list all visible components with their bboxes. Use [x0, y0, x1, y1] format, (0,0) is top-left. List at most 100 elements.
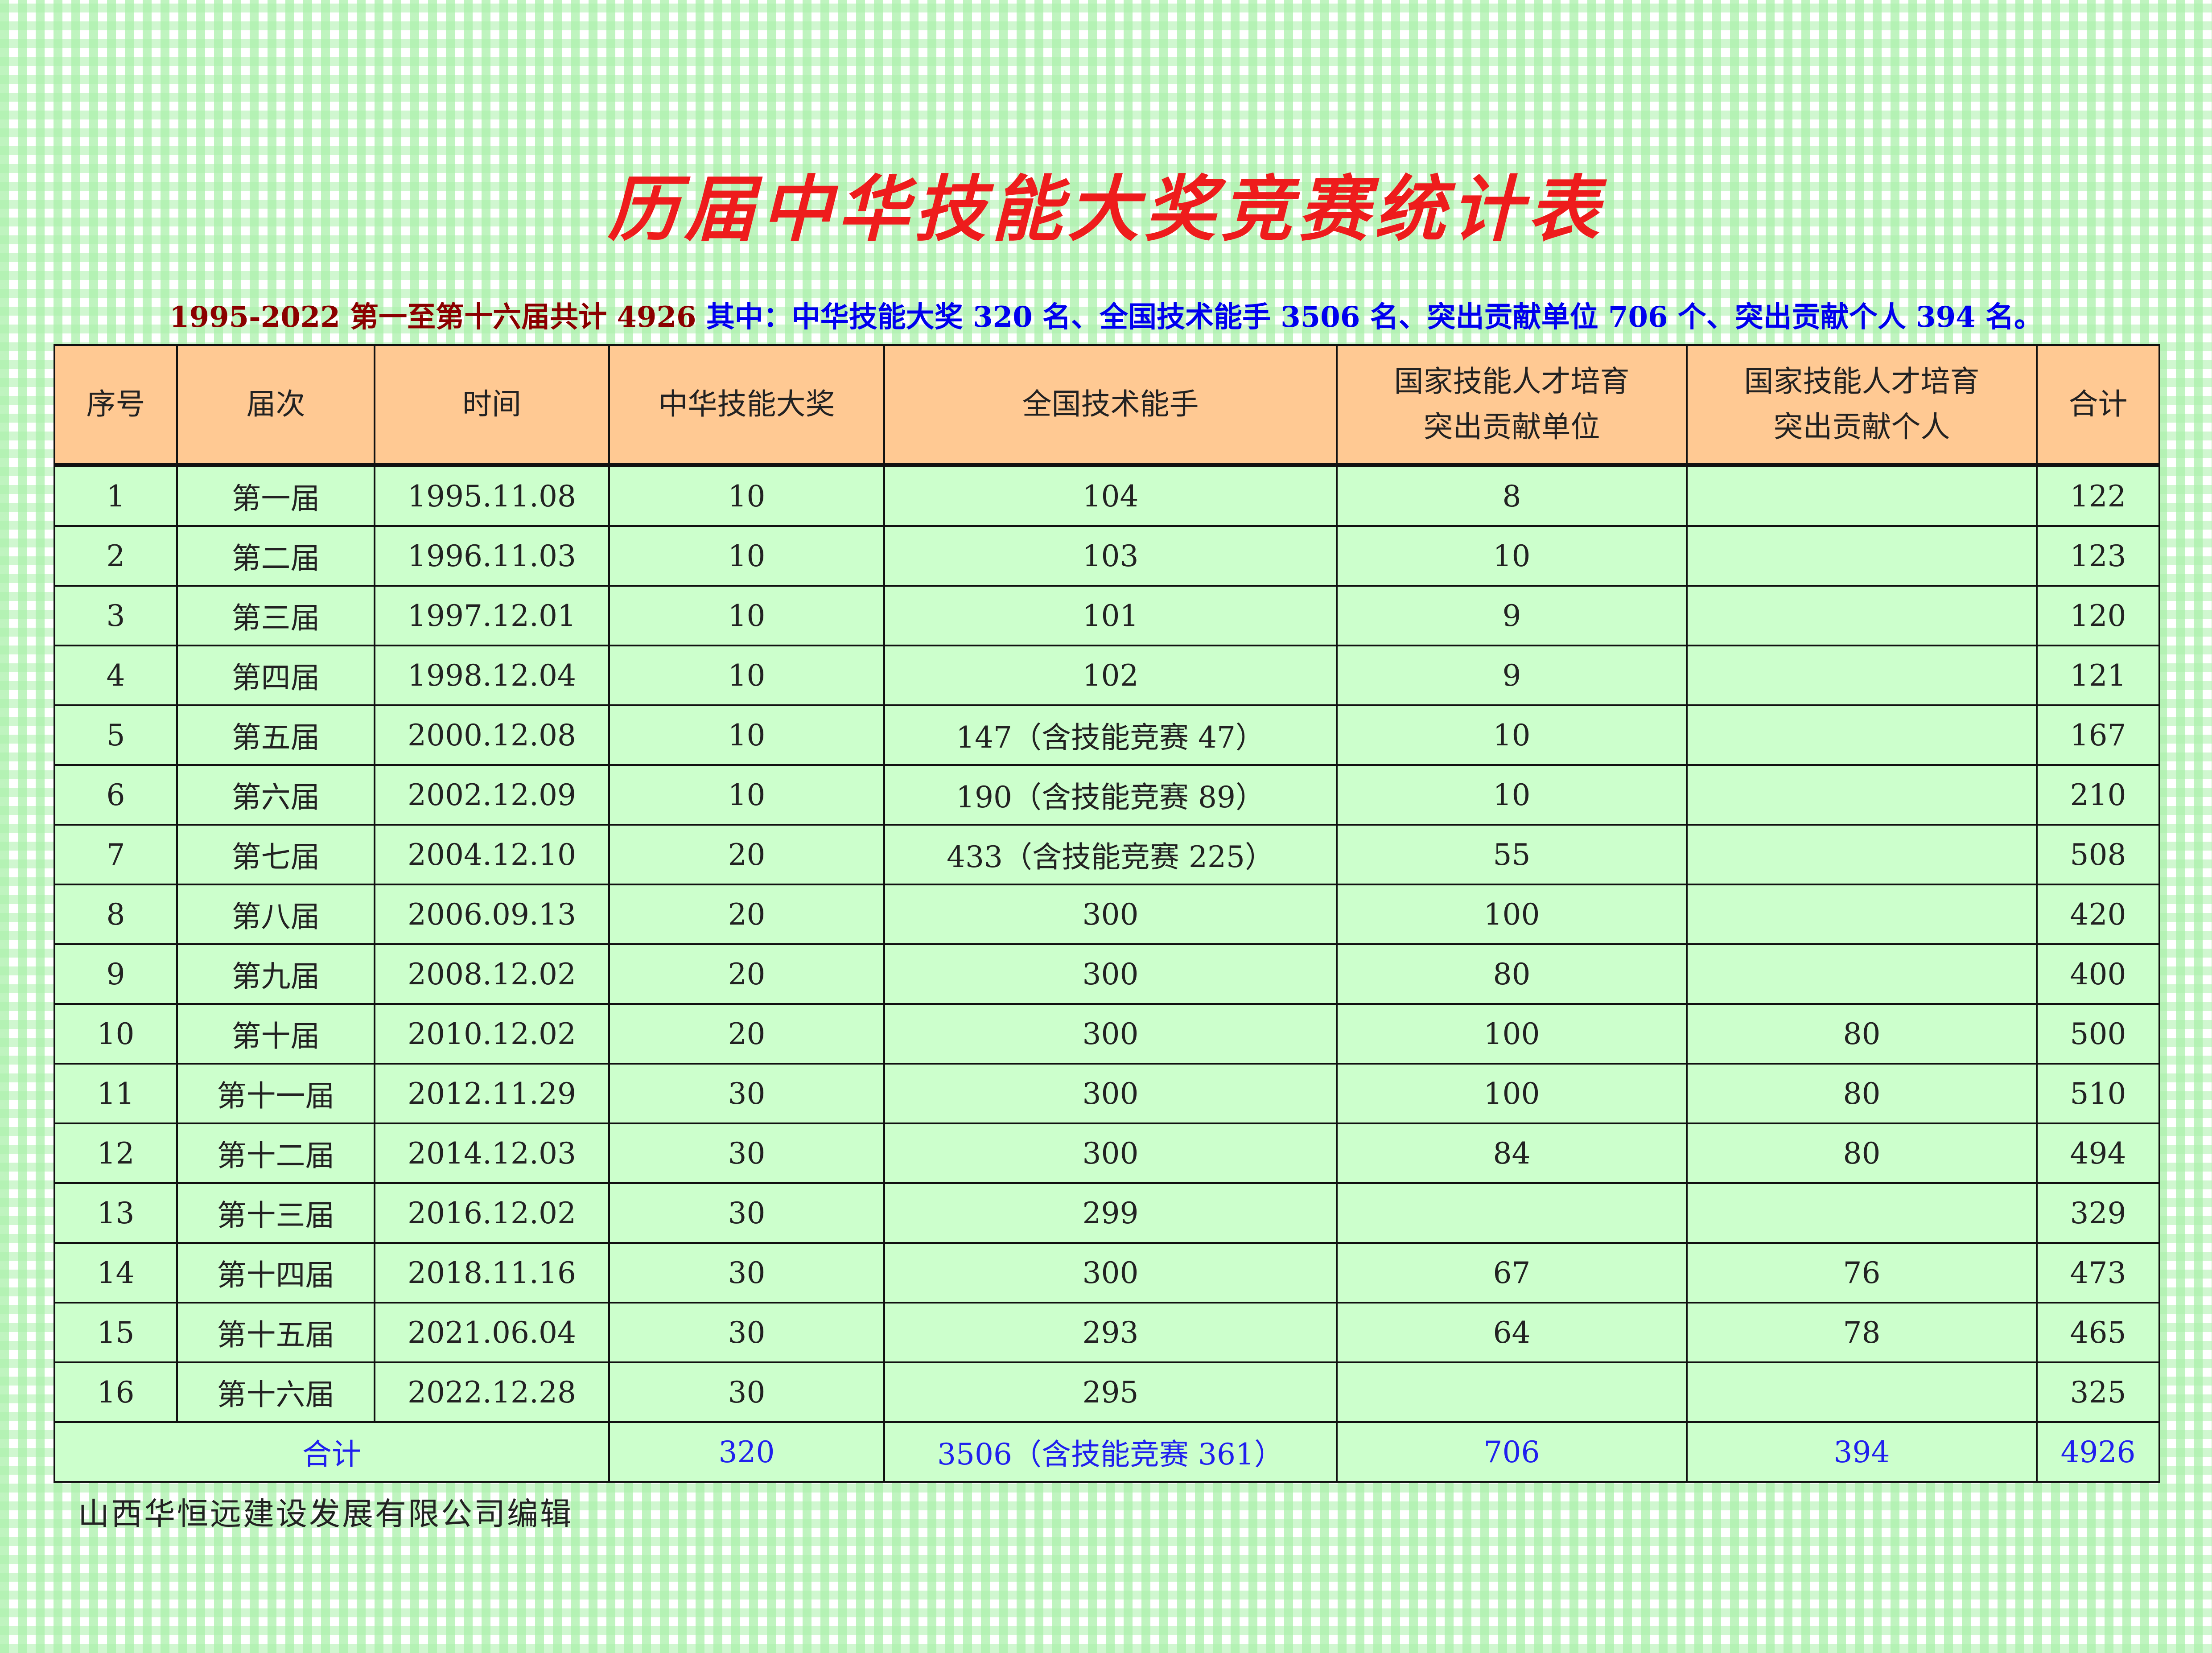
subtitle: 1995-2022 第一至第十六届共计 4926 其中：中华技能大奖 320 名… [0, 294, 2212, 335]
total-cell: 3506（含技能竞赛 361） [883, 1421, 1338, 1483]
table-cell: 433（含技能竞赛 225） [883, 824, 1338, 885]
table-cell: 300 [883, 1063, 1338, 1124]
table-cell: 147（含技能竞赛 47） [883, 704, 1338, 766]
total-cell: 706 [1336, 1421, 1688, 1483]
table-cell: 2004.12.10 [374, 824, 610, 885]
column-header: 全国技术能手 [883, 344, 1338, 466]
table-cell: 第十六届 [176, 1361, 375, 1423]
table-cell: 8 [1336, 464, 1688, 527]
table-cell: 465 [2036, 1302, 2160, 1363]
table-row: 11 第十一届 2012.11.29 30 300 100 80 510 [54, 1063, 2160, 1124]
table-cell: 30 [608, 1182, 885, 1244]
table-cell: 2014.12.03 [374, 1123, 610, 1184]
table-cell: 80 [1686, 1123, 2038, 1184]
subtitle-breakdown: 其中：中华技能大奖 320 名、全国技术能手 3506 名、突出贡献单位 706… [706, 300, 2043, 334]
table-cell [1686, 464, 2038, 527]
table-cell: 1995.11.08 [374, 464, 610, 527]
table-cell: 80 [1686, 1003, 2038, 1065]
table-cell: 第十一届 [176, 1063, 375, 1124]
table-cell: 2000.12.08 [374, 704, 610, 766]
table-cell: 第十二届 [176, 1123, 375, 1184]
table-cell: 121 [2036, 645, 2160, 706]
table-cell: 第十五届 [176, 1302, 375, 1363]
table-cell: 30 [608, 1361, 885, 1423]
table-cell: 300 [883, 943, 1338, 1005]
table-cell: 9 [1336, 585, 1688, 646]
table-cell: 第三届 [176, 585, 375, 646]
table-cell: 10 [1336, 525, 1688, 587]
table-row: 6 第六届 2002.12.09 10 190（含技能竞赛 89） 10 210 [54, 764, 2160, 826]
table-cell: 13 [54, 1182, 178, 1244]
table-cell: 420 [2036, 884, 2160, 945]
table-cell: 10 [1336, 764, 1688, 826]
subtitle-summary: 1995-2022 第一至第十六届共计 4926 [169, 300, 706, 334]
table-cell: 9 [54, 943, 178, 1005]
table-cell [1336, 1361, 1688, 1423]
table-cell: 第五届 [176, 704, 375, 766]
table-cell: 510 [2036, 1063, 2160, 1124]
table-cell: 122 [2036, 464, 2160, 527]
table-cell: 第七届 [176, 824, 375, 885]
table-cell [1686, 1182, 2038, 1244]
table-row: 2 第二届 1996.11.03 10 103 10 123 [54, 525, 2160, 587]
table-cell: 30 [608, 1123, 885, 1184]
table-cell: 104 [883, 464, 1338, 527]
table-cell: 30 [608, 1242, 885, 1303]
table-cell: 101 [883, 585, 1338, 646]
table-row: 1 第一届 1995.11.08 10 104 8 122 [54, 464, 2160, 527]
table-cell: 295 [883, 1361, 1338, 1423]
total-label: 合计 [54, 1421, 610, 1483]
table-cell: 300 [883, 1003, 1338, 1065]
table-cell: 76 [1686, 1242, 2038, 1303]
table-cell: 2012.11.29 [374, 1063, 610, 1124]
table-cell [1686, 884, 2038, 945]
table-cell [1686, 1361, 2038, 1423]
table-row: 15 第十五届 2021.06.04 30 293 64 78 465 [54, 1302, 2160, 1363]
total-row: 合计 320 3506（含技能竞赛 361） 706 394 4926 [54, 1421, 2160, 1483]
table-cell: 55 [1336, 824, 1688, 885]
total-cell: 320 [608, 1421, 885, 1483]
table-row: 14 第十四届 2018.11.16 30 300 67 76 473 [54, 1242, 2160, 1303]
table-cell: 10 [608, 704, 885, 766]
table-cell: 2021.06.04 [374, 1302, 610, 1363]
table-cell: 325 [2036, 1361, 2160, 1423]
table-cell: 20 [608, 1003, 885, 1065]
table-cell: 第一届 [176, 464, 375, 527]
table-cell [1686, 764, 2038, 826]
table-row: 5 第五届 2000.12.08 10 147（含技能竞赛 47） 10 167 [54, 704, 2160, 766]
total-cell: 4926 [2036, 1421, 2160, 1483]
table-cell [1686, 704, 2038, 766]
table-cell: 10 [608, 645, 885, 706]
table-row: 7 第七届 2004.12.10 20 433（含技能竞赛 225） 55 508 [54, 824, 2160, 885]
table-cell: 1996.11.03 [374, 525, 610, 587]
table-cell: 100 [1336, 884, 1688, 945]
table-cell: 84 [1336, 1123, 1688, 1184]
table-row: 10 第十届 2010.12.02 20 300 100 80 500 [54, 1003, 2160, 1065]
table-cell: 第九届 [176, 943, 375, 1005]
table-cell: 300 [883, 1242, 1338, 1303]
table-cell: 102 [883, 645, 1338, 706]
table-cell: 293 [883, 1302, 1338, 1363]
table-cell: 210 [2036, 764, 2160, 826]
table-cell: 20 [608, 824, 885, 885]
table-cell [1686, 525, 2038, 587]
table-cell: 2016.12.02 [374, 1182, 610, 1244]
table-cell: 20 [608, 943, 885, 1005]
table-cell: 10 [1336, 704, 1688, 766]
table-cell: 第四届 [176, 645, 375, 706]
table-cell: 11 [54, 1063, 178, 1124]
table-cell: 14 [54, 1242, 178, 1303]
table-cell [1686, 943, 2038, 1005]
table-cell: 30 [608, 1302, 885, 1363]
table-cell: 103 [883, 525, 1338, 587]
table-cell: 80 [1336, 943, 1688, 1005]
total-cell: 394 [1686, 1421, 2038, 1483]
table-cell: 2006.09.13 [374, 884, 610, 945]
table-cell: 190（含技能竞赛 89） [883, 764, 1338, 826]
table-row: 3 第三届 1997.12.01 10 101 9 120 [54, 585, 2160, 646]
column-header: 国家技能人才培育 突出贡献单位 [1336, 344, 1688, 466]
table-cell: 123 [2036, 525, 2160, 587]
table-cell: 100 [1336, 1003, 1688, 1065]
table-row: 9 第九届 2008.12.02 20 300 80 400 [54, 943, 2160, 1005]
table-cell: 2008.12.02 [374, 943, 610, 1005]
